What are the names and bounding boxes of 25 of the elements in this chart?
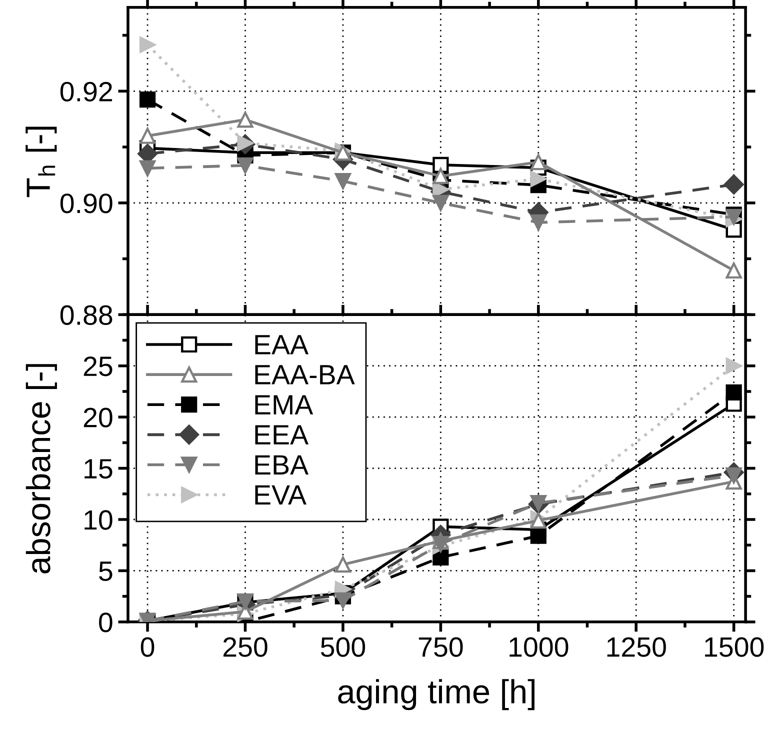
y-tick-label: 20 [84,408,112,428]
legend-label: EEA [255,425,309,444]
y-tick-label: 25 [84,356,112,376]
legend-label: EVA [255,485,306,505]
legend-label: EBA [255,455,309,474]
x-tick-label: 1250 [607,637,666,657]
legend-label: EAA [255,335,309,354]
y-tick-label: 0.88 [60,305,112,325]
legend-label: EMA [255,395,314,414]
x-tick-label: 500 [320,637,366,657]
y-tick-label: 0.90 [60,194,112,214]
y-tick-label: 5 [99,562,112,582]
x-tick-label: 250 [223,637,268,657]
legend-label: EAA-BA [255,365,355,384]
y-axis-title: T$_{h}$ [-] [26,126,57,198]
y-axis-title: absorbance [-] [26,364,57,574]
x-axis-title: aging time [h] [338,679,534,710]
x-tick-label: 1500 [705,637,764,657]
y-tick-label: 0.92 [60,82,112,102]
y-tick-label: 15 [84,459,112,479]
x-tick-label: 750 [418,637,463,657]
y-tick-label: 0 [99,612,112,632]
x-tick-label: 0 [140,637,154,657]
x-tick-label: 1000 [510,637,568,657]
y-tick-label: 10 [84,510,112,530]
